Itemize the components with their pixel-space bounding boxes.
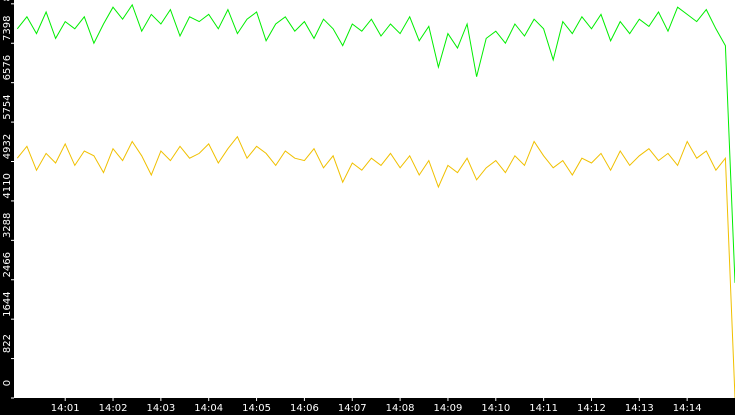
x-tick-label: 14:14 [673, 403, 702, 414]
x-tick-label: 14:05 [242, 403, 271, 414]
y-tick-label: 2466 [2, 252, 13, 277]
y-tick-label: 6576 [2, 55, 13, 80]
y-tick-label: 1644 [2, 291, 13, 316]
series-line [16, 135, 735, 399]
x-tick-label: 14:04 [194, 403, 223, 414]
plot-area [14, 0, 735, 398]
x-tick-label: 14:13 [625, 403, 654, 414]
x-tick-label: 14:12 [577, 403, 606, 414]
y-tick-label: 3288 [2, 213, 13, 238]
y-tick-label: 822 [2, 334, 13, 353]
x-tick-label: 14:11 [529, 403, 558, 414]
x-tick-label: 14:09 [434, 403, 463, 414]
x-tick-label: 14:07 [338, 403, 367, 414]
x-tick-label: 14:06 [290, 403, 319, 414]
x-tick-label: 14:10 [481, 403, 510, 414]
x-tick-label: 14:02 [99, 403, 128, 414]
x-tick-label: 14:01 [51, 403, 80, 414]
x-tick-label: 14:08 [386, 403, 415, 414]
x-tick-label: 14:03 [146, 403, 175, 414]
series-line [16, 3, 735, 283]
y-tick-label: 4932 [2, 134, 13, 159]
y-tick-label: 5754 [2, 94, 13, 119]
y-tick-label: 7398 [2, 16, 13, 41]
y-tick-label: 0 [2, 380, 13, 386]
y-tick-label: 4110 [2, 173, 13, 198]
y-tick-label: 8220 [2, 0, 13, 2]
